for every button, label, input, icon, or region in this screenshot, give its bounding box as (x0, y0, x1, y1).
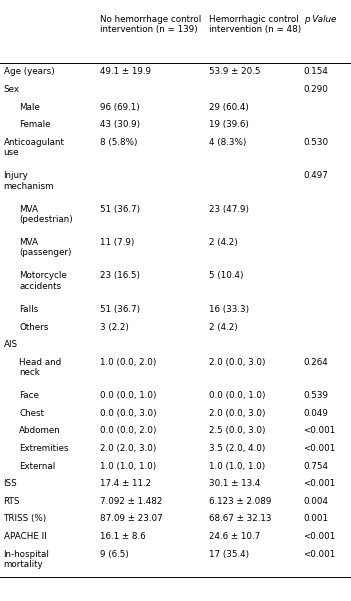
Text: External: External (19, 462, 55, 471)
Text: <0.001: <0.001 (304, 426, 336, 435)
Text: 0.004: 0.004 (304, 497, 329, 506)
Text: 0.530: 0.530 (304, 138, 329, 147)
Text: APACHE II: APACHE II (4, 532, 46, 541)
Text: 0.290: 0.290 (304, 85, 329, 94)
Text: 19 (39.6): 19 (39.6) (209, 120, 249, 129)
Text: Face: Face (19, 391, 39, 400)
Text: 30.1 ± 13.4: 30.1 ± 13.4 (209, 479, 260, 488)
Text: 0.754: 0.754 (304, 462, 329, 471)
Text: ISS: ISS (4, 479, 17, 488)
Text: 1.0 (1.0, 1.0): 1.0 (1.0, 1.0) (100, 462, 156, 471)
Text: 2 (4.2): 2 (4.2) (209, 323, 238, 332)
Text: Chest: Chest (19, 409, 44, 418)
Text: 17.4 ± 11.2: 17.4 ± 11.2 (100, 479, 151, 488)
Text: 4 (8.3%): 4 (8.3%) (209, 138, 246, 147)
Text: 2.0 (0.0, 3.0): 2.0 (0.0, 3.0) (209, 358, 265, 367)
Text: 17 (35.4): 17 (35.4) (209, 550, 249, 559)
Text: Abdomen: Abdomen (19, 426, 61, 435)
Text: 3 (2.2): 3 (2.2) (100, 323, 129, 332)
Text: 2 (4.2): 2 (4.2) (209, 238, 238, 247)
Text: 0.264: 0.264 (304, 358, 329, 367)
Text: 5 (10.4): 5 (10.4) (209, 272, 243, 281)
Text: Injury
mechanism: Injury mechanism (4, 171, 54, 191)
Text: MVA
(pedestrian): MVA (pedestrian) (19, 204, 73, 224)
Text: 2.5 (0.0, 3.0): 2.5 (0.0, 3.0) (209, 426, 265, 435)
Text: TRISS (%): TRISS (%) (4, 514, 47, 523)
Text: No hemorrhage control
intervention (n = 139): No hemorrhage control intervention (n = … (100, 15, 201, 34)
Text: <0.001: <0.001 (304, 479, 336, 488)
Text: 29 (60.4): 29 (60.4) (209, 103, 249, 112)
Text: Sex: Sex (4, 85, 20, 94)
Text: 51 (36.7): 51 (36.7) (100, 204, 140, 213)
Text: Extremities: Extremities (19, 444, 69, 453)
Text: Hemorrhagic control
intervention (n = 48): Hemorrhagic control intervention (n = 48… (209, 15, 301, 34)
Text: 0.154: 0.154 (304, 67, 329, 76)
Text: RTS: RTS (4, 497, 20, 506)
Text: 11 (7.9): 11 (7.9) (100, 238, 134, 247)
Text: 23 (47.9): 23 (47.9) (209, 204, 249, 213)
Text: Motorcycle
accidents: Motorcycle accidents (19, 272, 67, 291)
Text: Anticoagulant
use: Anticoagulant use (4, 138, 64, 157)
Text: MVA
(passenger): MVA (passenger) (19, 238, 72, 257)
Text: 23 (16.5): 23 (16.5) (100, 272, 140, 281)
Text: Falls: Falls (19, 305, 39, 314)
Text: 9 (6.5): 9 (6.5) (100, 550, 129, 559)
Text: 1.0 (0.0, 2.0): 1.0 (0.0, 2.0) (100, 358, 157, 367)
Text: 0.0 (0.0, 2.0): 0.0 (0.0, 2.0) (100, 426, 157, 435)
Text: 0.0 (0.0, 1.0): 0.0 (0.0, 1.0) (209, 391, 265, 400)
Text: 0.001: 0.001 (304, 514, 329, 523)
Text: Age (years): Age (years) (4, 67, 54, 76)
Text: 2.0 (2.0, 3.0): 2.0 (2.0, 3.0) (100, 444, 157, 453)
Text: <0.001: <0.001 (304, 550, 336, 559)
Text: 7.092 ± 1.482: 7.092 ± 1.482 (100, 497, 163, 506)
Text: 96 (69.1): 96 (69.1) (100, 103, 140, 112)
Text: 53.9 ± 20.5: 53.9 ± 20.5 (209, 67, 260, 76)
Text: Male: Male (19, 103, 40, 112)
Text: Head and
neck: Head and neck (19, 358, 61, 377)
Text: 2.0 (0.0, 3.0): 2.0 (0.0, 3.0) (209, 409, 265, 418)
Text: Female: Female (19, 120, 51, 129)
Text: 16 (33.3): 16 (33.3) (209, 305, 249, 314)
Text: <0.001: <0.001 (304, 532, 336, 541)
Text: 0.497: 0.497 (304, 171, 329, 180)
Text: 6.123 ± 2.089: 6.123 ± 2.089 (209, 497, 271, 506)
Text: 0.0 (0.0, 1.0): 0.0 (0.0, 1.0) (100, 391, 157, 400)
Text: 8 (5.8%): 8 (5.8%) (100, 138, 138, 147)
Text: <0.001: <0.001 (304, 444, 336, 453)
Text: 16.1 ± 8.6: 16.1 ± 8.6 (100, 532, 146, 541)
Text: 43 (30.9): 43 (30.9) (100, 120, 140, 129)
Text: 68.67 ± 32.13: 68.67 ± 32.13 (209, 514, 271, 523)
Text: 3.5 (2.0, 4.0): 3.5 (2.0, 4.0) (209, 444, 265, 453)
Text: 0.539: 0.539 (304, 391, 329, 400)
Text: 0.049: 0.049 (304, 409, 329, 418)
Text: 0.0 (0.0, 3.0): 0.0 (0.0, 3.0) (100, 409, 157, 418)
Text: In-hospital
mortality: In-hospital mortality (4, 550, 49, 569)
Text: Others: Others (19, 323, 49, 332)
Text: 1.0 (1.0, 1.0): 1.0 (1.0, 1.0) (209, 462, 265, 471)
Text: 24.6 ± 10.7: 24.6 ± 10.7 (209, 532, 260, 541)
Text: 87.09 ± 23.07: 87.09 ± 23.07 (100, 514, 163, 523)
Text: 49.1 ± 19.9: 49.1 ± 19.9 (100, 67, 151, 76)
Text: AIS: AIS (4, 340, 18, 349)
Text: p Value: p Value (304, 15, 336, 24)
Text: 51 (36.7): 51 (36.7) (100, 305, 140, 314)
